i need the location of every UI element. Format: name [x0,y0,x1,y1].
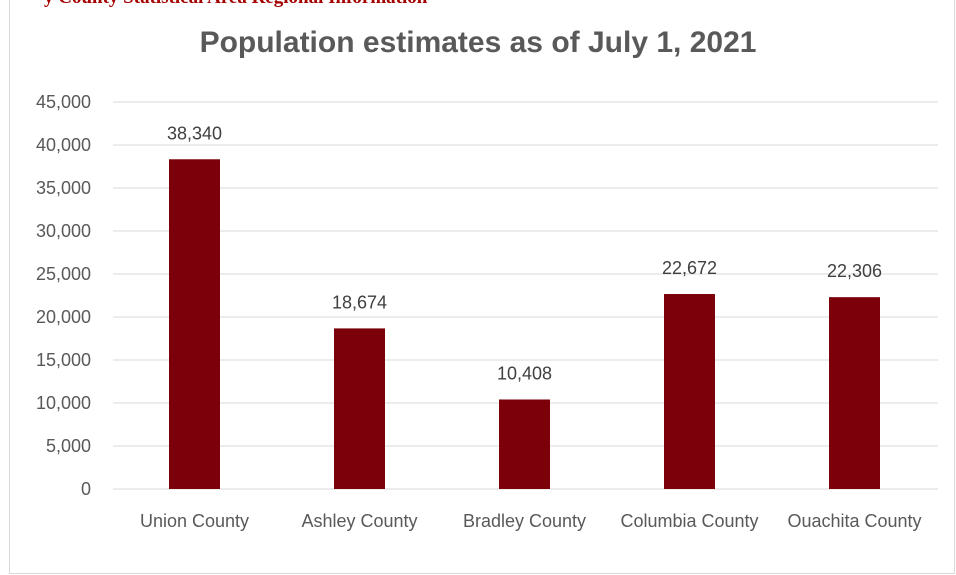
x-tick-label: Bradley County [463,511,586,531]
y-tick-label: 0 [81,479,91,499]
bar [829,297,880,489]
bar [499,399,550,489]
chart-title: Population estimates as of July 1, 2021 [199,26,757,59]
bar [169,159,220,489]
caption-fragment: y County Statistical Area Regional Infor… [44,0,514,8]
y-tick-label: 45,000 [36,92,91,112]
data-label: 18,674 [332,292,387,312]
y-tick-label: 40,000 [36,135,91,155]
x-tick-label: Ouachita County [787,511,921,531]
y-tick-label: 10,000 [36,393,91,413]
x-tick-label: Ashley County [301,511,417,531]
bar [664,294,715,489]
bar [334,328,385,489]
x-tick-label: Union County [140,511,249,531]
chart-frame [9,0,955,574]
y-tick-label: 25,000 [36,264,91,284]
data-label: 22,672 [662,258,717,278]
y-tick-label: 35,000 [36,178,91,198]
y-tick-label: 15,000 [36,350,91,370]
y-tick-label: 20,000 [36,307,91,327]
data-label: 10,408 [497,363,552,383]
y-tick-label: 5,000 [46,436,91,456]
y-tick-label: 30,000 [36,221,91,241]
x-tick-label: Columbia County [620,511,758,531]
data-label: 22,306 [827,261,882,281]
data-label: 38,340 [167,123,222,143]
